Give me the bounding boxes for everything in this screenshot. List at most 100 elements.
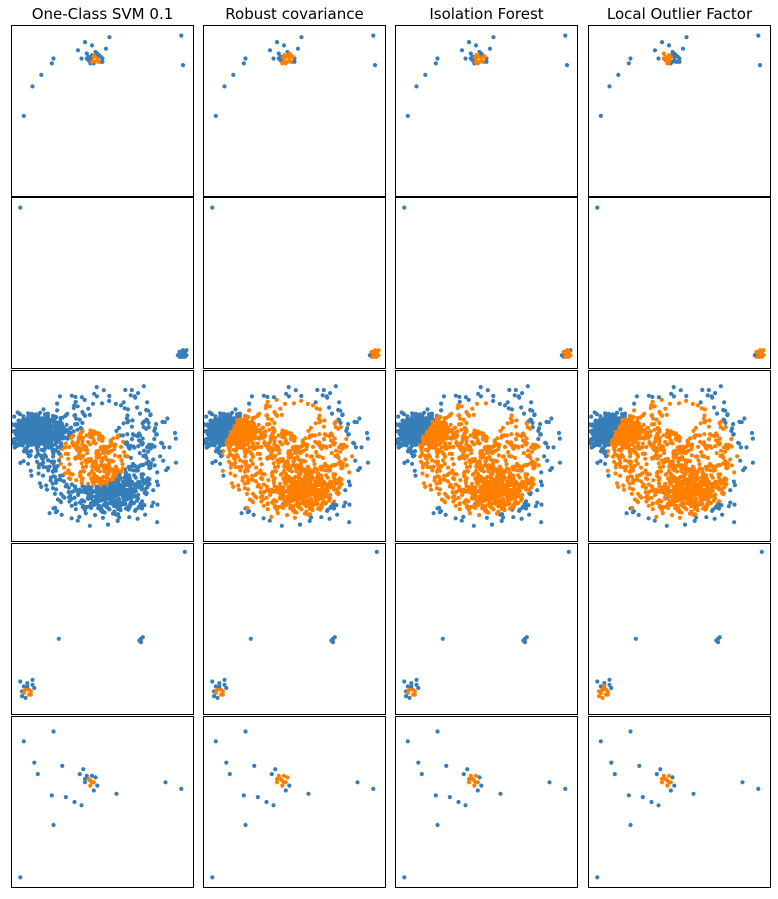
outlier-point — [224, 434, 229, 439]
outlier-point — [656, 56, 661, 61]
outlier-point — [161, 445, 166, 450]
inlier-point — [460, 492, 465, 498]
inlier-point — [320, 502, 325, 507]
inlier-point — [104, 450, 109, 455]
outlier-point — [216, 435, 221, 440]
outlier-point — [39, 484, 44, 489]
outlier-point — [519, 405, 524, 410]
inlier-point — [448, 413, 453, 418]
outlier-point — [213, 414, 218, 419]
inlier-point — [310, 403, 316, 408]
inlier-point — [512, 455, 517, 460]
outlier-point — [149, 442, 155, 448]
outlier-point — [179, 33, 184, 38]
outlier-point — [551, 445, 556, 450]
inlier-point — [481, 469, 487, 474]
outlier-point — [20, 443, 25, 448]
outlier-point — [411, 428, 416, 433]
inlier-point — [369, 349, 374, 354]
inlier-point — [280, 428, 285, 433]
inlier-point — [103, 454, 108, 459]
outlier-point — [86, 484, 91, 490]
outlier-point — [140, 477, 145, 482]
outlier-point — [126, 492, 131, 497]
inlier-point — [89, 59, 95, 64]
inlier-point — [508, 416, 513, 421]
outlier-point — [124, 442, 130, 447]
outlier-point — [26, 461, 31, 466]
inlier-point — [269, 473, 275, 478]
outlier-point — [122, 406, 127, 411]
scatter-panel — [11, 370, 194, 542]
inlier-point — [425, 464, 430, 470]
outlier-point — [396, 422, 399, 427]
inlier-point — [287, 51, 292, 56]
inlier-point — [524, 436, 529, 441]
inlier-point — [535, 457, 540, 462]
outlier-point — [396, 445, 402, 450]
outlier-point — [12, 422, 15, 427]
outlier-point — [69, 482, 74, 487]
inlier-point — [438, 435, 443, 440]
inlier-point — [520, 496, 525, 501]
outlier-point — [129, 424, 134, 429]
inlier-point — [320, 443, 325, 448]
outlier-point — [429, 411, 434, 416]
inlier-point — [658, 469, 664, 474]
outlier-point — [105, 522, 111, 527]
inlier-point — [421, 440, 426, 445]
inlier-point — [120, 466, 125, 471]
inlier-point — [292, 447, 297, 452]
inlier-point — [239, 434, 244, 439]
outlier-point — [75, 427, 80, 432]
inlier-point — [507, 506, 513, 511]
outlier-point — [476, 391, 481, 396]
inlier-point — [492, 468, 497, 473]
outlier-point — [204, 445, 210, 450]
inlier-point — [232, 457, 237, 462]
outlier-point — [299, 393, 304, 399]
inlier-point — [317, 432, 322, 437]
outlier-point — [137, 480, 142, 485]
outlier-point — [274, 40, 280, 45]
inlier-point — [502, 486, 507, 491]
outlier-point — [21, 449, 27, 454]
inlier-point — [88, 442, 93, 447]
inlier-point — [243, 451, 248, 456]
inlier-point — [343, 457, 348, 462]
outlier-point — [102, 484, 107, 489]
inlier-point — [463, 435, 468, 440]
inlier-point — [509, 420, 514, 425]
inlier-point — [475, 54, 480, 59]
inlier-point — [108, 438, 113, 443]
outlier-point — [208, 428, 213, 433]
inlier-point — [477, 476, 482, 481]
inlier-point — [255, 441, 260, 446]
outlier-point — [88, 488, 93, 493]
inlier-point — [445, 425, 450, 430]
outlier-point — [511, 515, 516, 520]
inlier-point — [317, 407, 322, 412]
scatter-panel — [395, 370, 578, 542]
inlier-point — [220, 468, 225, 473]
outlier-point — [40, 457, 45, 462]
outlier-point — [309, 515, 314, 520]
inlier-point — [320, 486, 325, 491]
inlier-point — [242, 481, 247, 486]
inlier-point — [100, 435, 105, 440]
inlier-point — [87, 431, 93, 436]
inlier-point — [287, 499, 292, 504]
inlier-point — [324, 445, 329, 450]
outlier-point — [16, 428, 21, 433]
inlier-point — [285, 513, 290, 518]
inlier-point — [437, 468, 442, 473]
inlier-point — [83, 464, 89, 469]
outlier-point — [98, 489, 103, 494]
outlier-point — [114, 504, 119, 509]
inlier-point — [238, 468, 243, 473]
inlier-point — [252, 494, 257, 499]
inlier-point — [464, 503, 470, 509]
inlier-point — [492, 499, 497, 504]
outlier-point — [478, 394, 483, 399]
inlier-point — [501, 473, 506, 478]
